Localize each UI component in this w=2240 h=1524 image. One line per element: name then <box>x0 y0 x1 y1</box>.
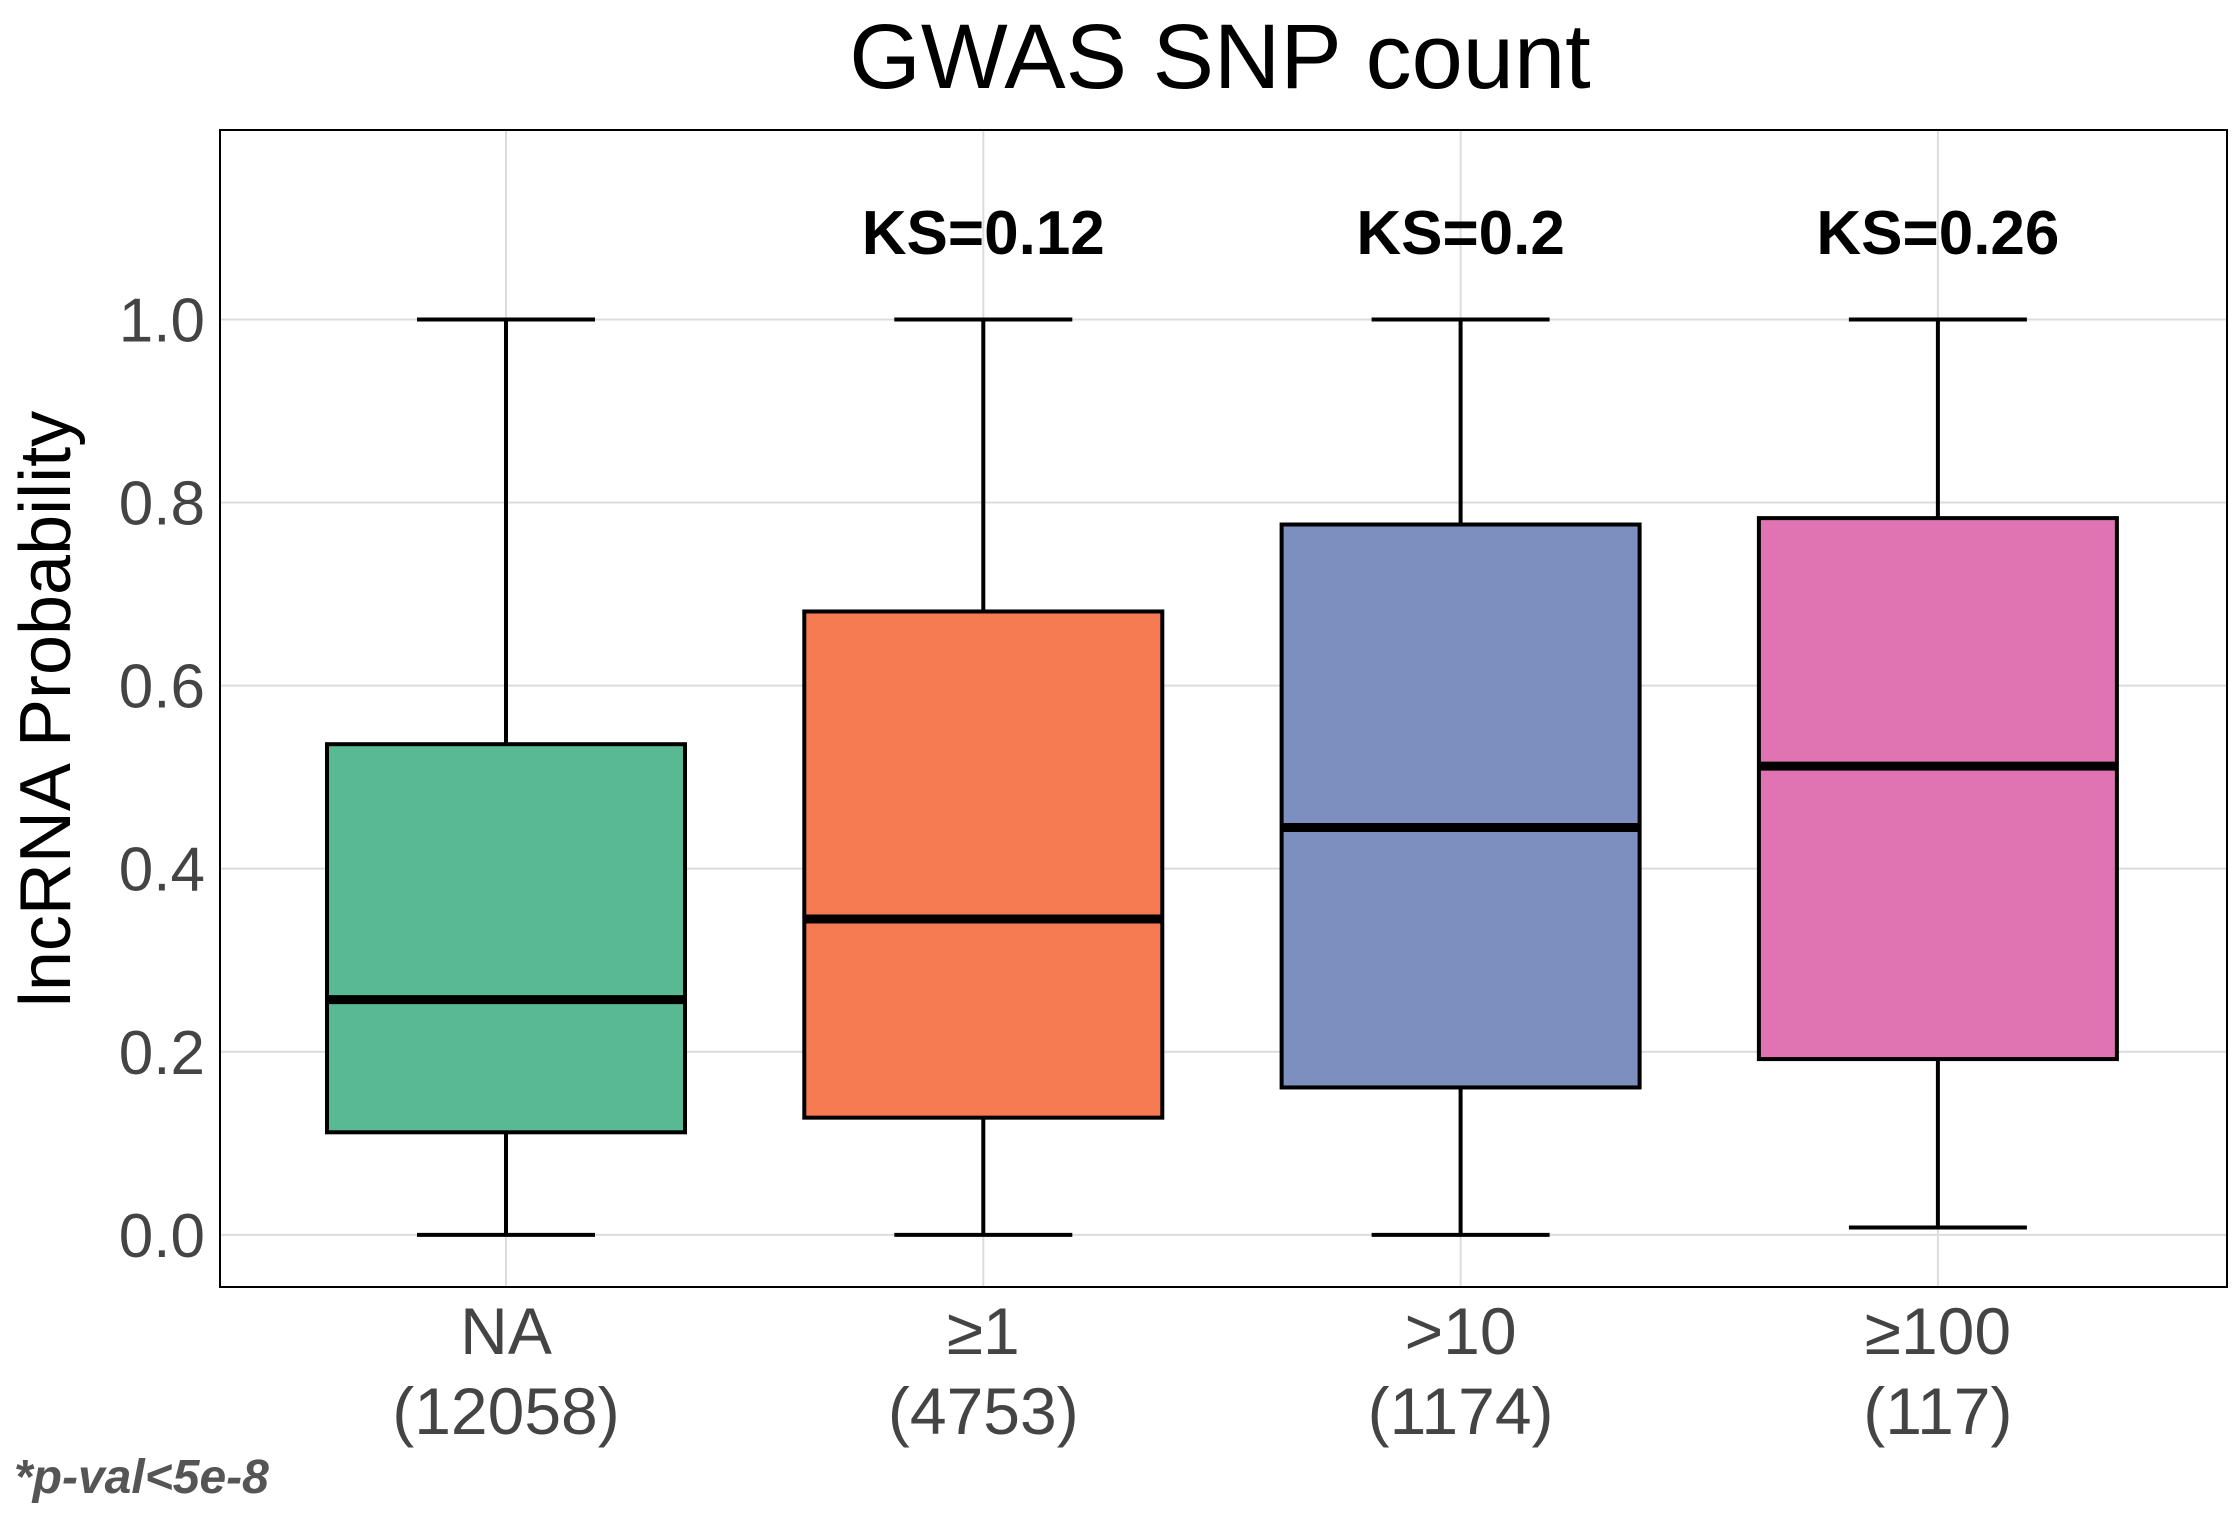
box-4 <box>1756 317 2119 1230</box>
x-tick-count: (12058) <box>392 1374 620 1448</box>
y-tick-label: 1.0 <box>119 286 205 355</box>
p-value-footnote: *p-val<5e-8 <box>14 1451 269 1504</box>
iqr-box <box>802 609 1165 1120</box>
boxes <box>325 317 2119 1237</box>
x-axis-ticks: NA(12058) ≥1(4753) >10(1174) ≥100(117) <box>392 1294 2012 1448</box>
iqr-box <box>1756 516 2119 1062</box>
ks-annotation: KS=0.26 <box>1816 199 2059 268</box>
box-3 <box>1279 317 1642 1237</box>
y-tick-label: 0.2 <box>119 1019 205 1088</box>
plot-panel-border <box>219 129 2228 1288</box>
x-tick-label: NA <box>460 1294 552 1368</box>
y-tick-label: 0.8 <box>119 470 205 539</box>
y-axis-label: lncRNA Probability <box>6 411 86 1007</box>
x-tick-count: (1174) <box>1368 1374 1554 1448</box>
box-1 <box>325 317 687 1237</box>
y-tick-label: 0.0 <box>119 1202 205 1271</box>
x-tick-label: ≥100 <box>1865 1294 2011 1368</box>
ks-annotation: KS=0.2 <box>1356 199 1565 268</box>
chart-title: GWAS SNP count <box>849 6 1590 108</box>
ks-annotation: KS=0.12 <box>862 199 1105 268</box>
box-2 <box>802 317 1165 1237</box>
ks-annotations: KS=0.12 KS=0.2 KS=0.26 <box>862 199 2060 268</box>
y-tick-label: 0.4 <box>119 836 205 905</box>
x-tick-label: >10 <box>1405 1294 1517 1368</box>
x-tick-count: (4753) <box>888 1374 1079 1448</box>
y-tick-label: 0.6 <box>119 653 205 722</box>
iqr-box <box>1279 522 1642 1090</box>
x-tick-count: (117) <box>1863 1374 2012 1448</box>
x-tick-label: ≥1 <box>947 1294 1020 1368</box>
iqr-box <box>325 742 687 1135</box>
y-axis-ticks: 0.0 0.2 0.4 0.6 0.8 1.0 <box>119 286 205 1270</box>
